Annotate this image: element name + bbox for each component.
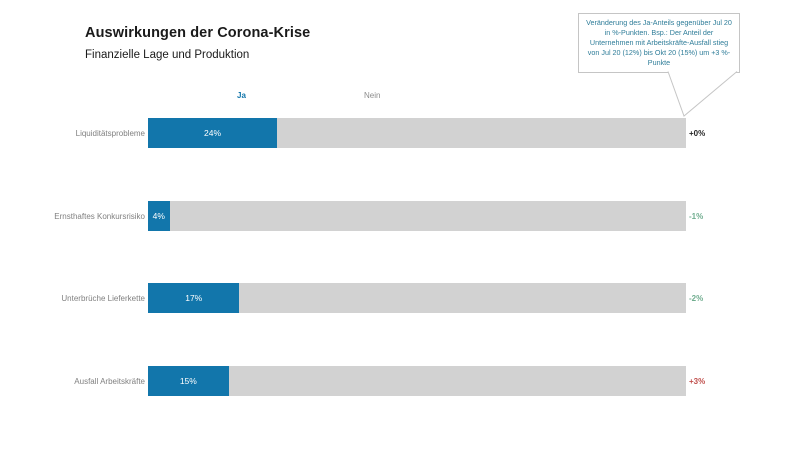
- bar-track: 15%: [148, 366, 686, 396]
- delta-label: -1%: [689, 211, 704, 221]
- delta-label: +0%: [689, 128, 706, 138]
- bar-segment-ja: 24%: [148, 118, 278, 148]
- bar-segment-nein: [228, 366, 686, 396]
- bar-track: 17%: [148, 283, 686, 313]
- category-label: Liquiditätsprobleme: [75, 128, 145, 138]
- bar-value-label: 15%: [179, 376, 197, 386]
- callout-text: Veränderung des Ja-Anteils gegenüber Jul…: [586, 18, 732, 68]
- chart-row: Ausfall Arbeitskräfte 15% +3%: [0, 366, 800, 396]
- bar-value-label: 17%: [185, 293, 203, 303]
- chart-row: Ernsthaftes Konkursrisiko 4% -1%: [0, 201, 800, 231]
- delta-label: +3%: [689, 376, 706, 386]
- callout-pointer-icon: [667, 71, 738, 118]
- bar-segment-ja: 15%: [148, 366, 229, 396]
- bar-track: 24%: [148, 118, 686, 148]
- chart-subtitle: Finanzielle Lage und Produktion: [85, 49, 250, 61]
- bar-segment-nein: [277, 118, 686, 148]
- category-label: Ernsthaftes Konkursrisiko: [54, 211, 145, 221]
- category-label: Unterbrüche Lieferkette: [61, 293, 145, 303]
- bar-segment-nein: [239, 283, 686, 313]
- chart-row: Liquiditätsprobleme 24% +0%: [0, 118, 800, 148]
- bar-segment-ja: 17%: [148, 283, 240, 313]
- legend-nein: Nein: [364, 91, 381, 100]
- bar-segment-nein: [169, 201, 686, 231]
- chart-row: Unterbrüche Lieferkette 17% -2%: [0, 283, 800, 313]
- legend-ja: Ja: [237, 91, 246, 100]
- bar-value-label: 4%: [152, 211, 165, 221]
- callout-annotation: Veränderung des Ja-Anteils gegenüber Jul…: [578, 13, 740, 118]
- delta-label: -2%: [689, 293, 704, 303]
- bar-segment-ja: 4%: [148, 201, 170, 231]
- chart-title: Auswirkungen der Corona-Krise: [85, 25, 311, 41]
- category-label: Ausfall Arbeitskräfte: [74, 376, 145, 386]
- bar-value-label: 24%: [204, 128, 222, 138]
- bar-track: 4%: [148, 201, 686, 231]
